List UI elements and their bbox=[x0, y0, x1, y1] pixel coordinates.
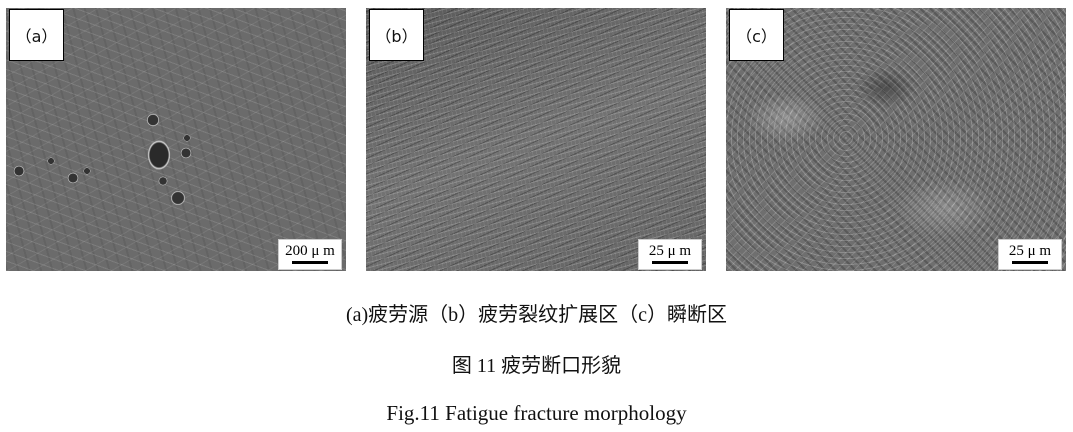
sem-image-fatigue-source: （a） 200 μ m bbox=[6, 8, 346, 271]
scale-bar-label: 25 μ m bbox=[648, 243, 692, 259]
panel-label: （b） bbox=[369, 9, 424, 61]
panel-label: （c） bbox=[729, 9, 784, 61]
figure-title-en: Fig.11 Fatigue fracture morphology bbox=[386, 401, 687, 425]
scale-bar-label: 200 μ m bbox=[285, 243, 335, 259]
scale-bar: 200 μ m bbox=[278, 239, 342, 270]
panel-label: （a） bbox=[9, 9, 64, 61]
scale-bar: 25 μ m bbox=[638, 239, 702, 270]
sem-image-final-fracture: （c） 25 μ m bbox=[726, 8, 1066, 271]
figure-title-cn: 图 11 疲劳断口形貌 bbox=[451, 355, 622, 377]
sem-image-crack-propagation: （b） 25 μ m bbox=[366, 8, 706, 271]
subcaption: (a)疲劳源（b）疲劳裂纹扩展区（c）瞬断区 bbox=[345, 304, 728, 326]
scale-bar-label: 25 μ m bbox=[1008, 243, 1052, 259]
scale-bar: 25 μ m bbox=[998, 239, 1062, 270]
